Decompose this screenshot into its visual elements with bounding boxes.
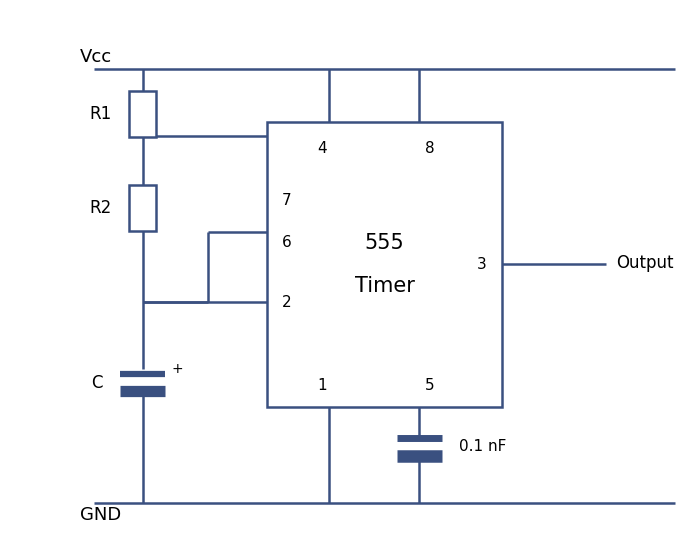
Text: 0.1 nF: 0.1 nF bbox=[459, 439, 506, 455]
Text: GND: GND bbox=[80, 506, 122, 524]
Text: 555: 555 bbox=[365, 233, 405, 253]
Bar bbox=[267, 122, 502, 407]
Text: Timer: Timer bbox=[355, 276, 414, 296]
Text: 7: 7 bbox=[282, 192, 292, 208]
Bar bbox=[130, 92, 155, 137]
Text: R1: R1 bbox=[90, 105, 112, 123]
Text: Output: Output bbox=[616, 254, 674, 272]
Text: 3: 3 bbox=[477, 257, 487, 272]
Text: 8: 8 bbox=[425, 141, 435, 156]
Text: 2: 2 bbox=[282, 294, 292, 310]
Text: 4: 4 bbox=[318, 141, 327, 156]
Text: 1: 1 bbox=[318, 378, 327, 393]
Text: 5: 5 bbox=[425, 378, 435, 393]
Text: C: C bbox=[91, 373, 103, 391]
Text: +: + bbox=[172, 361, 183, 376]
Text: R2: R2 bbox=[90, 199, 112, 217]
Text: Vcc: Vcc bbox=[80, 48, 113, 66]
Text: 6: 6 bbox=[282, 235, 292, 251]
Bar bbox=[130, 185, 155, 231]
